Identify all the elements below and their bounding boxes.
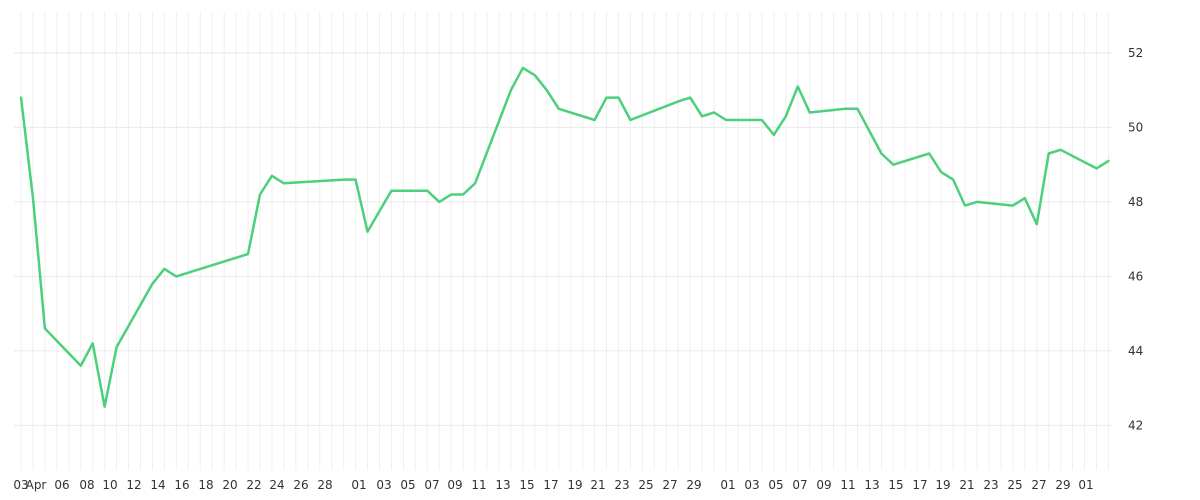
x-tick-label: 09 [447,478,462,492]
y-tick-label: 44 [1128,344,1143,358]
x-tick-label: 27 [662,478,677,492]
x-tick-label: 29 [1055,478,1070,492]
x-tick-label: 03 [13,478,28,492]
x-tick-label: 24 [269,478,284,492]
y-tick-label: 52 [1128,46,1143,60]
series-layer [19,66,1110,408]
series-line-0 [19,66,1110,408]
x-tick-label: 05 [768,478,783,492]
x-tick-label: 22 [246,478,261,492]
x-tick-label: 07 [424,478,439,492]
x-tick-label: 23 [614,478,629,492]
x-tick-label: 20 [222,478,237,492]
x-tick-label: 26 [293,478,308,492]
x-tick-label: 19 [935,478,950,492]
x-tick-label: 12 [126,478,141,492]
x-tick-label: 13 [864,478,879,492]
x-tick-label: 07 [792,478,807,492]
x-tick-label: 15 [888,478,903,492]
x-tick-label: 05 [400,478,415,492]
x-tick-label: 01 [1078,478,1093,492]
x-tick-label: 16 [174,478,189,492]
x-tick-label: 25 [638,478,653,492]
x-tick-label: 25 [1007,478,1022,492]
x-tick-label: 29 [686,478,701,492]
x-tick-label: 03 [376,478,391,492]
x-tick-label: 28 [317,478,332,492]
x-tick-label: 27 [1031,478,1046,492]
x-tick-label: 08 [79,478,94,492]
y-tick-label: 42 [1128,418,1143,432]
y-tick-label: 46 [1128,269,1143,283]
x-tick-label: 03 [744,478,759,492]
x-tick-label: 17 [912,478,927,492]
x-tick-label: 23 [983,478,998,492]
x-tick-label: 17 [543,478,558,492]
x-tick-label: 01 [351,478,366,492]
y-tick-label: 48 [1128,195,1143,209]
x-tick-label: 09 [816,478,831,492]
grid [14,12,1112,470]
x-tick-label: 19 [567,478,582,492]
y-axis-ticks: 42 44 46 48 50 52 [1128,46,1143,432]
x-tick-label: Apr [26,478,47,492]
x-tick-label: 21 [590,478,605,492]
x-tick-label: 15 [519,478,534,492]
x-tick-label: 06 [54,478,69,492]
x-tick-label: 11 [840,478,855,492]
x-tick-label: 01 [720,478,735,492]
x-tick-label: 10 [102,478,117,492]
x-tick-label: 11 [471,478,486,492]
x-tick-label: 21 [959,478,974,492]
y-tick-label: 50 [1128,120,1143,134]
x-tick-label: 13 [495,478,510,492]
x-tick-label: 14 [150,478,165,492]
x-tick-label: 18 [198,478,213,492]
